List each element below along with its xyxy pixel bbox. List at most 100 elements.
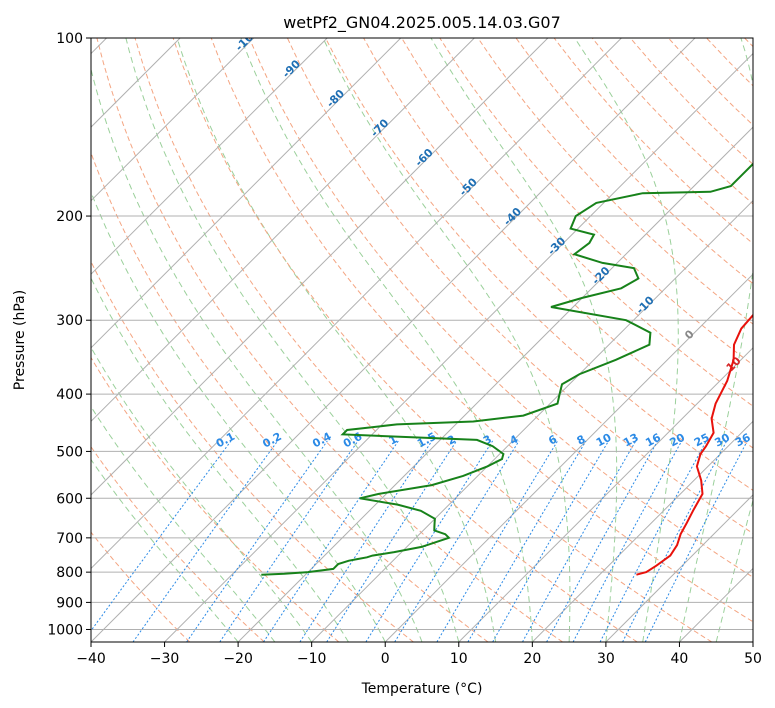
y-axis-label: Pressure (hPa) — [12, 290, 28, 390]
y-tick-label: 100 — [56, 31, 83, 47]
isotherm-line — [91, 38, 549, 496]
isotherm-line — [91, 38, 328, 275]
adiabat-temperature-label: -30 — [545, 234, 568, 257]
sounding-series — [261, 162, 753, 576]
adiabat-temperature-label: 0 — [682, 327, 697, 342]
mixing-ratio-label: 30 — [712, 431, 732, 450]
dry-adiabat-line — [706, 38, 753, 87]
mixing-ratio-line — [394, 440, 520, 642]
dry-adiabat-line — [134, 38, 638, 642]
mixing-ratio-line — [492, 440, 610, 642]
moist-adiabat-line — [91, 277, 349, 642]
y-tick-label: 900 — [56, 595, 83, 611]
isotherm-line — [91, 38, 475, 423]
isotherm-line — [91, 38, 622, 570]
adiabat-temperature-label: -80 — [324, 87, 347, 110]
dry-adiabat-line — [91, 151, 489, 642]
adiabat-temperature-label: 20 — [768, 384, 775, 404]
mixing-ratio-line — [644, 440, 748, 642]
y-tick-label: 700 — [56, 531, 83, 547]
x-tick-label: 50 — [744, 651, 762, 667]
mixing-ratio-line — [436, 440, 559, 642]
dry-adiabat-line — [591, 38, 753, 205]
x-tick-label: −20 — [223, 651, 253, 667]
x-axis-label: Temperature (°C) — [361, 681, 483, 697]
mixing-ratio-label: 20 — [667, 431, 687, 450]
x-axis: −40 −30 −20 −10 0 10 20 30 40 50 — [76, 642, 762, 667]
adiabat-temperature-label: -60 — [412, 146, 435, 169]
dry-adiabat-line — [668, 38, 753, 126]
mixing-ratio-line — [546, 440, 659, 642]
x-tick-label: 40 — [671, 651, 689, 667]
mixing-ratio-line — [365, 440, 494, 642]
isotherm-line — [531, 420, 753, 642]
mixing-ratio-line — [132, 440, 279, 642]
moist-adiabat-line — [91, 458, 239, 642]
isotherm-line — [458, 347, 753, 642]
mixing-ratio-line — [467, 440, 587, 642]
adiabat-temperature-label: -40 — [501, 205, 524, 228]
moist-adiabat-line — [430, 38, 618, 642]
dry-adiabat-line — [515, 38, 753, 285]
y-tick-label: 1000 — [47, 622, 83, 638]
mixing-ratio-label: 1 — [387, 433, 400, 448]
chart-title: wetPf2_GN04.2025.005.14.03.G07 — [283, 13, 561, 33]
isotherm-line — [679, 567, 753, 642]
dry-adiabat-line — [553, 38, 753, 245]
dry-adiabat-line — [210, 38, 753, 623]
adiabat-temperature-label: -20 — [589, 264, 612, 287]
adiabat-labels: 0.1 0.2 0.4 0.6 1 1.5 2 3 4 6 8 10 13 16 20 25 30 36-100-… — [214, 25, 775, 451]
isotherm-line — [91, 38, 696, 642]
moist-adiabat-line — [91, 190, 386, 642]
mixing-ratio-label: 13 — [621, 431, 641, 450]
mixing-ratio-label: 0.4 — [310, 430, 334, 451]
x-tick-label: 20 — [523, 651, 541, 667]
x-tick-label: 0 — [381, 651, 390, 667]
mixing-ratio-label: 36 — [733, 431, 753, 450]
isotherm-line — [311, 199, 753, 642]
dry-adiabat-line — [401, 38, 753, 407]
moist-adiabat-line — [125, 38, 460, 642]
mixing-ratio-label: 0.1 — [214, 430, 237, 451]
isotherm-line — [384, 273, 753, 642]
moist-adiabat-line — [715, 498, 753, 642]
dry-adiabat-line — [91, 531, 191, 642]
dry-adiabat-line — [477, 38, 753, 325]
x-tick-label: −40 — [76, 651, 106, 667]
mixing-ratio-label: 1.5 — [415, 430, 438, 451]
dry-adiabat-line — [96, 38, 563, 642]
dry-adiabats — [91, 38, 753, 642]
mixing-ratio-label: 0.2 — [260, 430, 283, 451]
dry-adiabat-line — [248, 38, 753, 578]
mixing-ratio-label: 6 — [546, 432, 559, 447]
y-tick-label: 200 — [56, 209, 83, 225]
dry-adiabat-line — [91, 445, 265, 642]
moist-adiabat-line — [91, 405, 276, 642]
isotherm-line — [164, 52, 753, 642]
x-tick-label: −30 — [150, 651, 180, 667]
isotherm-line — [91, 38, 255, 202]
mixing-ratio-line — [263, 440, 399, 642]
moist-adiabat-line — [574, 38, 679, 642]
mixing-ratio-label: 8 — [575, 433, 588, 448]
mixing-ratio-label: 10 — [594, 431, 614, 450]
moist-adiabat-line — [678, 38, 753, 642]
isotherm-line — [605, 494, 753, 642]
x-tick-label: 30 — [597, 651, 615, 667]
moist-adiabat-line — [176, 38, 497, 642]
y-tick-label: 600 — [56, 491, 83, 507]
adiabat-temperature-label: -90 — [280, 57, 303, 80]
mixing-ratio-line — [91, 440, 232, 632]
mixing-ratio-line — [326, 440, 458, 642]
mixing-ratio-line — [599, 440, 707, 642]
mixing-ratio-line — [572, 440, 683, 642]
adiabat-temperature-label: -100 — [233, 25, 262, 54]
moist-adiabat-line — [91, 67, 423, 642]
x-tick-label: 10 — [450, 651, 468, 667]
temperature-profile-line — [636, 313, 753, 576]
isotherm-line — [91, 38, 402, 349]
y-tick-label: 300 — [56, 313, 83, 329]
dewpoint-profile-line — [261, 162, 753, 576]
y-axis: 100 200 300 400 500 600 700 800 900 1000 — [47, 31, 91, 638]
